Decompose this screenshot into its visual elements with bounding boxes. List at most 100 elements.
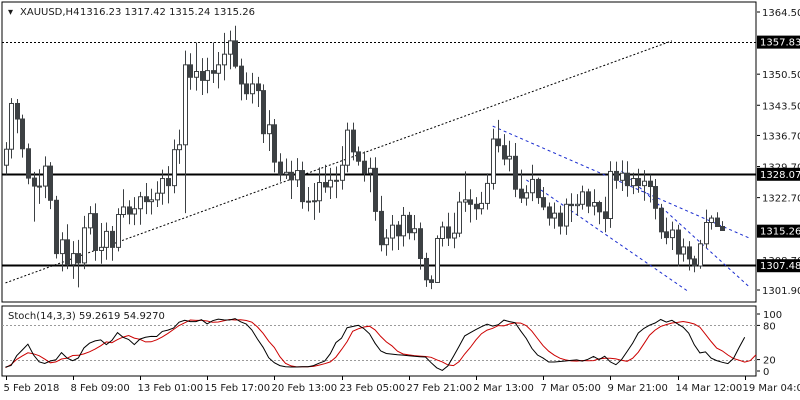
candle-body-bull <box>334 179 339 182</box>
price-tick-label: 1322.70 <box>762 194 800 205</box>
candle-body-bear <box>519 188 524 199</box>
candle-body-bear <box>558 212 563 227</box>
price-tag-box <box>757 259 800 273</box>
candle <box>65 224 70 270</box>
candle-body-bull <box>267 124 272 135</box>
candle <box>188 53 193 90</box>
candle <box>37 169 42 204</box>
candle <box>127 200 132 225</box>
candle-body-bull <box>698 243 703 267</box>
candle-body-bull <box>452 232 457 239</box>
candle <box>368 157 373 193</box>
candle-body-bear <box>513 155 518 190</box>
candle-body-bear <box>144 196 149 203</box>
candle <box>48 162 53 210</box>
ohlc-readout: 1316.23 1317.42 1315.24 1315.26 <box>80 7 255 18</box>
candle-body-bear <box>15 102 20 120</box>
candle <box>15 99 20 134</box>
price-tick-label: 1336.70 <box>762 131 800 142</box>
candle <box>312 182 317 220</box>
candle-body-bull <box>228 40 233 55</box>
candle <box>507 140 512 172</box>
candle <box>211 42 216 84</box>
candle-body-bear <box>300 170 305 203</box>
time-label: 9 Mar 21:00 <box>608 383 668 394</box>
candle-body-bull <box>340 164 345 181</box>
candle <box>642 170 647 201</box>
candle <box>558 205 563 235</box>
candle <box>295 158 300 187</box>
candle <box>149 188 154 215</box>
candle-body-bear <box>256 83 261 92</box>
candle-body-bear <box>20 118 25 150</box>
price-tag-label: 1328.07 <box>760 170 800 181</box>
candle <box>530 164 535 202</box>
candle-body-bull <box>121 206 126 216</box>
stoch-scale-label: 20 <box>763 356 776 367</box>
candle-body-bear <box>536 178 541 199</box>
candle-body-bear <box>272 124 277 163</box>
candle <box>636 168 641 193</box>
candle-body-bull <box>564 203 569 227</box>
candle-body-bear <box>32 177 37 187</box>
candle-body-bull <box>479 202 484 210</box>
candle <box>250 72 255 104</box>
time-axis: 5 Feb 2018 8 Feb 09:00 13 Feb 01:00 15 Feb … <box>4 376 800 394</box>
price-tag-label: 1315.26 <box>760 227 800 238</box>
candle <box>155 181 160 207</box>
price-tag-box <box>757 224 800 238</box>
candle <box>356 146 361 166</box>
candle-body-bear <box>418 228 423 259</box>
candle-body-bull <box>295 170 300 181</box>
candle-body-bull <box>412 228 417 234</box>
candle <box>648 174 653 203</box>
candle <box>216 51 221 89</box>
candle <box>138 191 143 225</box>
candle <box>222 32 227 81</box>
candle <box>121 189 126 218</box>
candle-body-bull <box>631 178 636 187</box>
candle-body-bear <box>597 202 602 213</box>
candle <box>104 222 109 260</box>
candle-body-bull <box>704 222 709 245</box>
candle <box>586 188 591 214</box>
time-label: 27 Feb 21:00 <box>407 383 473 394</box>
candle-body-bull <box>552 212 557 219</box>
candle <box>541 186 546 211</box>
candle <box>659 203 664 239</box>
candle <box>4 142 9 175</box>
candle <box>597 200 602 225</box>
candle <box>116 208 121 252</box>
candle <box>166 166 171 204</box>
candle-body-bull <box>194 71 199 78</box>
candle-body-bear <box>351 129 356 153</box>
candle-body-bull <box>149 199 154 203</box>
candle-body-bull <box>216 64 221 74</box>
candle-body-bear <box>586 191 591 207</box>
time-label: 7 Mar 05:00 <box>541 383 601 394</box>
candle <box>82 215 87 270</box>
channel-line-1 <box>526 179 689 293</box>
candle-body-bull <box>205 70 210 81</box>
candle <box>552 202 557 229</box>
candle-body-bear <box>664 231 669 239</box>
candle <box>88 206 93 235</box>
price-axis: 1364.501357.831350.501343.501336.701329.… <box>757 8 800 297</box>
candle <box>709 215 714 230</box>
time-label: 14 Mar 12:00 <box>676 383 743 394</box>
stoch-scale-label: 0 <box>763 367 769 378</box>
candle <box>323 164 328 193</box>
candle <box>390 214 395 251</box>
candle-body-bull <box>608 170 613 220</box>
candle <box>631 172 636 195</box>
candle <box>289 160 294 199</box>
candle-body-bull <box>104 230 109 248</box>
candle <box>200 58 205 96</box>
price-tag-label: 1307.48 <box>760 261 800 272</box>
stoch-main-line <box>5 318 746 371</box>
candle <box>60 232 65 272</box>
candle-body-bull <box>401 214 406 237</box>
candle-body-bear <box>244 83 249 95</box>
candle-body-bull <box>284 171 289 175</box>
